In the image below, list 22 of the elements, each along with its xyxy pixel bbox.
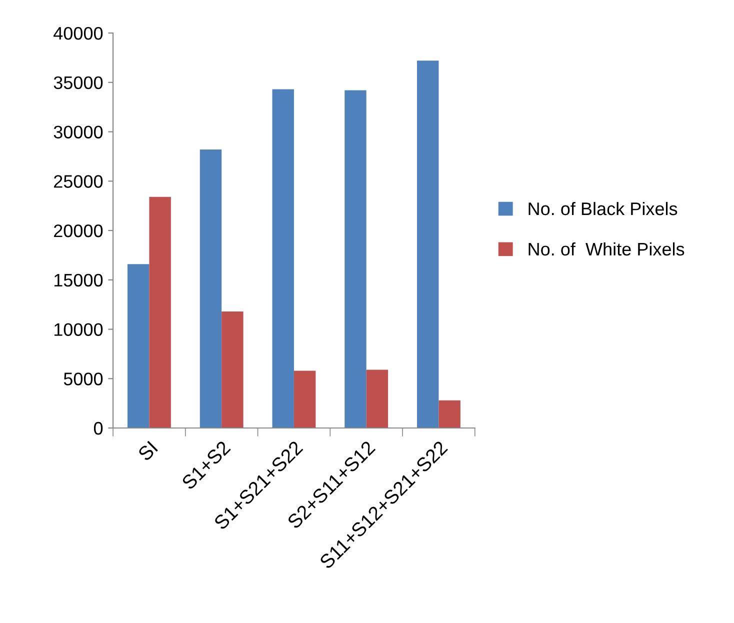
legend-label: No. of Black Pixels (528, 202, 678, 216)
y-tick-label: 30000 (54, 126, 103, 138)
bar (366, 370, 388, 428)
y-tick-label: 0 (94, 422, 103, 435)
bar (128, 264, 150, 428)
bar (149, 196, 171, 428)
bar (222, 311, 244, 428)
bar (294, 370, 316, 428)
y-tick-label: 35000 (54, 76, 103, 90)
bar (200, 150, 222, 428)
bar (344, 90, 366, 428)
bar (272, 89, 294, 428)
legend-label: No. of White Pixels (528, 242, 684, 256)
bar (438, 400, 460, 428)
y-tick-label: 20000 (54, 224, 103, 238)
y-tick-label: 10000 (54, 323, 103, 336)
y-tick-label: 15000 (54, 274, 103, 287)
y-tick-label: 5000 (64, 372, 103, 386)
bar (417, 60, 439, 428)
x-tick-label: SI (137, 440, 158, 462)
y-tick-label: 40000 (54, 26, 103, 40)
y-tick-label: 25000 (54, 175, 103, 188)
